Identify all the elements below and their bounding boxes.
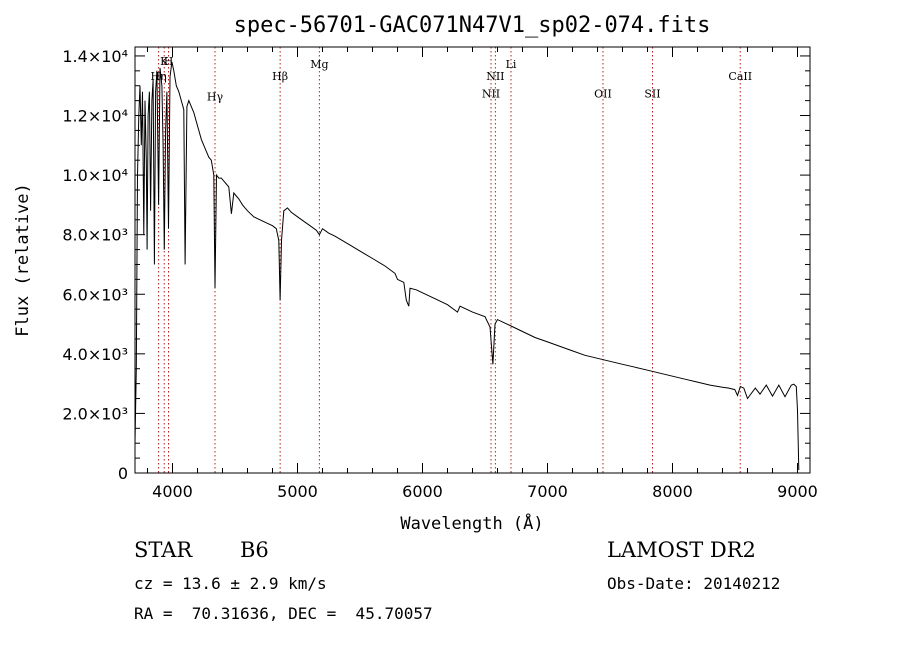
x-axis-label: Wavelength (Å) [400,512,543,534]
spectral-line-label-5: Mg [310,58,328,71]
spectral-line-label-1: K [160,55,169,68]
spectral-line-label-0: Hη [151,70,167,83]
spectral-line-label-8: Li [506,58,517,71]
spectral-line-label-9: OII [594,88,612,101]
spectral-line-label-4: Hβ [272,70,288,83]
x-tick-label-3: 7000 [527,482,568,501]
plot-frame [134,46,811,474]
y-tick-label-1: 2.0×10³ [62,404,128,423]
spectral-line-label-7: NII [486,70,504,83]
survey-name: LAMOST DR2 [607,538,756,562]
y-tick-label-2: 4.0×10³ [62,345,128,364]
chart-title: spec-56701-GAC071N47V1_sp02-074.fits [234,13,711,38]
y-tick-label-3: 6.0×10³ [62,285,128,304]
spectrum-line [135,61,800,471]
y-axis-label: Flux (relative) [13,183,33,337]
x-tick-label-4: 8000 [652,482,693,501]
observation-date: Obs-Date: 20140212 [607,574,781,593]
x-axis: 4000 5000 6000 7000 8000 9000 [147,47,818,501]
x-tick-label-1: 5000 [277,482,318,501]
spectral-line-label-3: Hγ [207,91,224,104]
object-subclass: B6 [240,538,269,562]
y-tick-label-7: 1.4×10⁴ [62,47,128,66]
y-axis: 0 2.0×10³ 4.0×10³ 6.0×10³ 8.0×10³ 1.0×10⁴ 1.2×… [62,47,810,483]
x-tick-label-2: 6000 [402,482,443,501]
spectral-line-label-10: SII [644,88,660,101]
y-tick-label-5: 1.0×10⁴ [62,166,128,185]
spectrum-series [135,61,800,471]
redshift-cz: cz = 13.6 ± 2.9 km/s [134,574,327,593]
x-tick-label-0: 4000 [152,482,193,501]
y-tick-label-6: 1.2×10⁴ [62,107,128,126]
object-class: STAR [134,538,193,562]
spectral-line-label-6: NII [482,88,500,101]
y-tick-label-0: 0 [118,464,128,483]
spectral-line-label-11: CaII [728,70,752,83]
x-tick-label-5: 9000 [777,482,818,501]
spectral-line-label-2: H [164,55,174,68]
ra-dec: RA = 70.31636, DEC = 45.70057 [134,604,433,623]
y-tick-label-4: 8.0×10³ [62,226,128,245]
